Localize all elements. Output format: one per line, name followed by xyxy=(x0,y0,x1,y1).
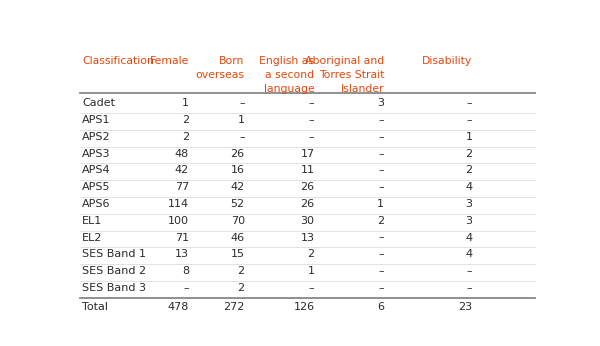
Text: 13: 13 xyxy=(175,249,189,260)
Text: –: – xyxy=(379,115,384,125)
Text: 2: 2 xyxy=(238,283,245,293)
Text: 17: 17 xyxy=(301,149,314,158)
Text: 4: 4 xyxy=(466,233,473,243)
Text: 126: 126 xyxy=(293,302,314,312)
Text: Aboriginal and: Aboriginal and xyxy=(305,56,384,66)
Text: 2: 2 xyxy=(182,115,189,125)
Text: –: – xyxy=(379,266,384,276)
Text: 30: 30 xyxy=(301,216,314,226)
Text: 13: 13 xyxy=(301,233,314,243)
Text: Classification: Classification xyxy=(82,56,154,66)
Text: 100: 100 xyxy=(168,216,189,226)
Text: a second: a second xyxy=(265,70,314,80)
Text: 2: 2 xyxy=(307,249,314,260)
Text: SES Band 2: SES Band 2 xyxy=(82,266,146,276)
Text: APS3: APS3 xyxy=(82,149,110,158)
Text: overseas: overseas xyxy=(196,70,245,80)
Text: 1: 1 xyxy=(307,266,314,276)
Text: Born: Born xyxy=(220,56,245,66)
Text: 8: 8 xyxy=(182,266,189,276)
Text: –: – xyxy=(239,132,245,142)
Text: 15: 15 xyxy=(231,249,245,260)
Text: –: – xyxy=(379,165,384,175)
Text: EL1: EL1 xyxy=(82,216,102,226)
Text: 2: 2 xyxy=(377,216,384,226)
Text: APS6: APS6 xyxy=(82,199,110,209)
Text: 2: 2 xyxy=(466,165,473,175)
Text: 2: 2 xyxy=(466,149,473,158)
Text: –: – xyxy=(379,249,384,260)
Text: English as: English as xyxy=(259,56,314,66)
Text: Total: Total xyxy=(82,302,108,312)
Text: EL2: EL2 xyxy=(82,233,103,243)
Text: 3: 3 xyxy=(466,216,473,226)
Text: 1: 1 xyxy=(466,132,473,142)
Text: –: – xyxy=(309,132,314,142)
Text: –: – xyxy=(379,132,384,142)
Text: 1: 1 xyxy=(238,115,245,125)
Text: APS2: APS2 xyxy=(82,132,110,142)
Text: 272: 272 xyxy=(223,302,245,312)
Text: 4: 4 xyxy=(466,182,473,192)
Text: 3: 3 xyxy=(466,199,473,209)
Text: –: – xyxy=(309,115,314,125)
Text: SES Band 3: SES Band 3 xyxy=(82,283,146,293)
Text: Disability: Disability xyxy=(422,56,473,66)
Text: 26: 26 xyxy=(301,199,314,209)
Text: –: – xyxy=(467,283,473,293)
Text: APS1: APS1 xyxy=(82,115,110,125)
Text: 26: 26 xyxy=(301,182,314,192)
Text: 70: 70 xyxy=(230,216,245,226)
Text: Islander: Islander xyxy=(341,84,384,94)
Text: –: – xyxy=(309,98,314,108)
Text: APS4: APS4 xyxy=(82,165,110,175)
Text: 77: 77 xyxy=(175,182,189,192)
Text: –: – xyxy=(309,283,314,293)
Text: 23: 23 xyxy=(458,302,473,312)
Text: 3: 3 xyxy=(377,98,384,108)
Text: 1: 1 xyxy=(182,98,189,108)
Text: –: – xyxy=(467,98,473,108)
Text: –: – xyxy=(379,149,384,158)
Text: Female: Female xyxy=(149,56,189,66)
Text: 71: 71 xyxy=(175,233,189,243)
Text: –: – xyxy=(467,266,473,276)
Text: language: language xyxy=(264,84,314,94)
Text: –: – xyxy=(239,98,245,108)
Text: –: – xyxy=(184,283,189,293)
Text: 4: 4 xyxy=(466,249,473,260)
Text: 52: 52 xyxy=(230,199,245,209)
Text: 42: 42 xyxy=(230,182,245,192)
Text: –: – xyxy=(379,283,384,293)
Text: APS5: APS5 xyxy=(82,182,110,192)
Text: 2: 2 xyxy=(238,266,245,276)
Text: 16: 16 xyxy=(231,165,245,175)
Text: SES Band 1: SES Band 1 xyxy=(82,249,146,260)
Text: 478: 478 xyxy=(167,302,189,312)
Text: –: – xyxy=(467,115,473,125)
Text: 26: 26 xyxy=(230,149,245,158)
Text: 1: 1 xyxy=(377,199,384,209)
Text: 6: 6 xyxy=(377,302,384,312)
Text: 2: 2 xyxy=(182,132,189,142)
Text: 42: 42 xyxy=(175,165,189,175)
Text: Torres Strait: Torres Strait xyxy=(319,70,384,80)
Text: –: – xyxy=(379,233,384,243)
Text: 48: 48 xyxy=(175,149,189,158)
Text: 11: 11 xyxy=(301,165,314,175)
Text: Cadet: Cadet xyxy=(82,98,115,108)
Text: 114: 114 xyxy=(168,199,189,209)
Text: 46: 46 xyxy=(230,233,245,243)
Text: –: – xyxy=(379,182,384,192)
